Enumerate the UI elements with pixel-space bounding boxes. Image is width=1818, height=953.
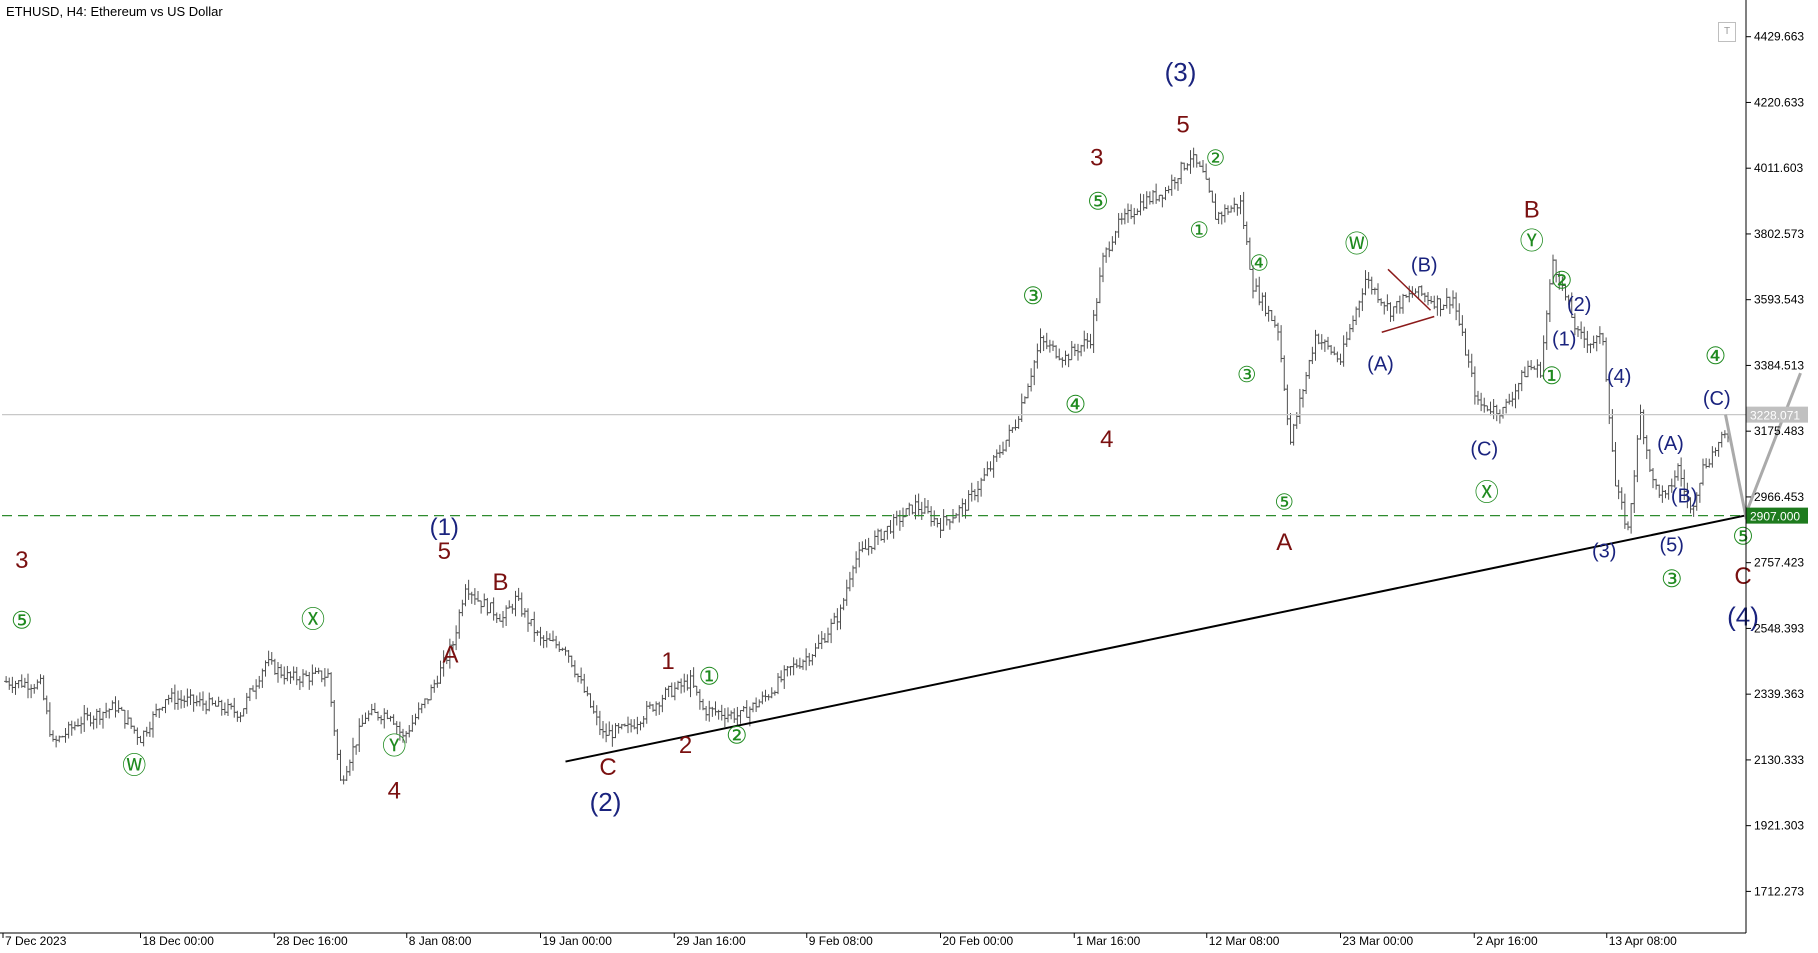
triangle-upper-line xyxy=(1387,268,1432,311)
wave-label: B xyxy=(492,569,508,596)
wave-label: (C) xyxy=(1703,388,1731,410)
time-tick-label: 23 Mar 00:00 xyxy=(1343,934,1414,948)
wave-label: (5) xyxy=(1660,534,1684,556)
wave-label: A xyxy=(1276,529,1292,556)
wave-label: (4) xyxy=(1727,601,1759,631)
wave-label: ① xyxy=(1541,363,1563,390)
triangle-lower-line xyxy=(1381,315,1435,333)
wave-label: Ⓨ xyxy=(1520,228,1544,255)
time-tick-label: 2 Apr 16:00 xyxy=(1476,934,1538,948)
time-tick-label: 12 Mar 08:00 xyxy=(1209,934,1280,948)
wave-label: ⑤ xyxy=(1087,189,1109,216)
wave-label: C xyxy=(599,754,616,781)
wave-label: Ⓦ xyxy=(1345,231,1369,258)
wave-label: (A) xyxy=(1367,354,1394,376)
wave-label: ③ xyxy=(1022,283,1044,310)
price-tick-label: 2548.393 xyxy=(1754,621,1804,635)
wave-label: 3 xyxy=(15,547,28,574)
wave-label: ③ xyxy=(1237,362,1257,387)
wave-label: ④ xyxy=(1249,250,1269,275)
wave-label: (3) xyxy=(1165,57,1197,87)
wave-label: (B) xyxy=(1671,486,1698,508)
price-tick-label: 2966.453 xyxy=(1754,490,1804,504)
time-tick-label: 19 Jan 00:00 xyxy=(543,934,613,948)
wave-label: ② xyxy=(1551,267,1573,294)
price-tick-label: 4011.603 xyxy=(1754,161,1803,175)
wave-label: ② xyxy=(1206,146,1226,171)
time-tick-label: 1 Mar 16:00 xyxy=(1076,934,1140,948)
wave-label: Ⓨ xyxy=(382,733,406,760)
wave-label: (1) xyxy=(430,514,459,541)
wave-label: ③ xyxy=(1661,566,1683,593)
wave-label: (B) xyxy=(1411,254,1438,276)
wave-label: (C) xyxy=(1470,438,1498,460)
wave-label: (3) xyxy=(1592,541,1616,563)
wave-label: B xyxy=(1524,197,1540,224)
price-tick-label: 3802.573 xyxy=(1754,227,1804,241)
wave-label: (1) xyxy=(1552,328,1576,350)
toolbar-toggle-button[interactable]: T xyxy=(1718,22,1736,42)
wave-label: Ⓧ xyxy=(301,606,325,633)
wave-label: ① xyxy=(698,664,720,691)
wave-label: (2) xyxy=(1567,294,1591,316)
time-tick-label: 9 Feb 08:00 xyxy=(809,934,873,948)
price-tick-label: 3384.513 xyxy=(1754,358,1804,372)
price-tick-label: 3593.543 xyxy=(1754,293,1804,307)
time-tick-label: 8 Jan 08:00 xyxy=(409,934,472,948)
price-tick-label: 3175.483 xyxy=(1754,424,1804,438)
wave-label: (A) xyxy=(1657,433,1684,455)
price-tick-label: 1921.303 xyxy=(1754,819,1804,833)
time-tick-label: 28 Dec 16:00 xyxy=(276,934,348,948)
wave-label: ④ xyxy=(1065,392,1087,419)
price-level-badge xyxy=(1746,507,1808,524)
wave-label: (2) xyxy=(590,787,622,817)
wave-label: (4) xyxy=(1607,366,1631,388)
wave-label: C xyxy=(1734,563,1751,590)
wave-label: Ⓧ xyxy=(1475,480,1499,507)
time-tick-label: 18 Dec 00:00 xyxy=(143,934,215,948)
wave-label: Ⓦ xyxy=(122,752,146,779)
wave-label: 4 xyxy=(1100,426,1113,453)
wave-label: 4 xyxy=(388,777,401,804)
wave-label: 5 xyxy=(1176,112,1189,139)
price-tick-label: 2130.333 xyxy=(1754,753,1804,767)
wave-label: ① xyxy=(1189,217,1209,242)
wave-label: ④ xyxy=(1705,343,1727,370)
wave-label: ② xyxy=(726,722,748,749)
price-level-badge xyxy=(1746,406,1808,423)
wave-label: A xyxy=(442,642,458,669)
wave-label: ⑤ xyxy=(11,608,33,635)
wave-label: ⑤ xyxy=(1732,524,1754,551)
price-level-label: 2907.000 xyxy=(1750,510,1800,524)
candles-layer xyxy=(4,147,1730,785)
wave-label: 3 xyxy=(1090,145,1103,172)
time-tick-label: 29 Jan 16:00 xyxy=(676,934,746,948)
price-tick-label: 2339.363 xyxy=(1754,687,1804,701)
price-tick-label: 1712.273 xyxy=(1754,884,1804,898)
price-tick-label: 2757.423 xyxy=(1754,556,1804,570)
chart-title: ETHUSD, H4: Ethereum vs US Dollar xyxy=(6,4,223,19)
time-tick-label: 13 Apr 08:00 xyxy=(1609,934,1677,948)
price-level-label: 3228.071 xyxy=(1750,409,1800,423)
price-tick-label: 4429.663 xyxy=(1754,30,1804,44)
wave-label: 1 xyxy=(661,648,674,675)
trendline-line xyxy=(565,513,1750,763)
price-tick-label: 4220.633 xyxy=(1754,95,1804,109)
wave-label: ⑤ xyxy=(1274,489,1294,514)
wave-label: 5 xyxy=(438,538,451,565)
time-tick-label: 20 Feb 00:00 xyxy=(943,934,1014,948)
wave-label: 2 xyxy=(679,732,692,759)
time-tick-label: 7 Dec 2023 xyxy=(5,934,67,948)
